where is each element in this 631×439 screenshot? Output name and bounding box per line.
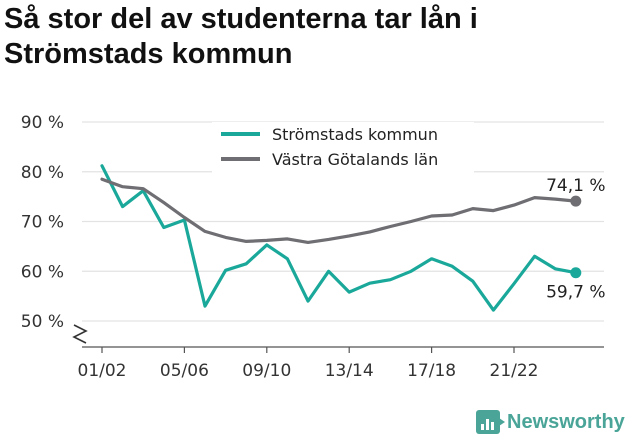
x-tick-label: 21/22 — [490, 361, 539, 381]
x-tick-label: 05/06 — [160, 361, 209, 381]
series-lines: 59,7 % 74,1 % — [100, 164, 606, 312]
y-axis: 50 % 60 % 70 % 80 % 90 % — [21, 113, 88, 344]
y-tick-label: 70 % — [21, 213, 64, 233]
end-value-label: 59,7 % — [546, 283, 605, 303]
y-tick-label: 90 % — [21, 113, 64, 133]
series-end-point — [570, 267, 582, 279]
legend-label: Västra Götalands län — [272, 150, 438, 169]
legend-box — [212, 122, 474, 178]
newsworthy-logo-icon — [476, 410, 505, 434]
series-line — [100, 177, 578, 244]
y-tick-label: 80 % — [21, 163, 64, 183]
series-end-point — [570, 195, 582, 207]
legend: Strömstads kommun Västra Götalands län — [212, 122, 474, 178]
y-tick-label: 60 % — [21, 262, 64, 282]
x-tick-label: 13/14 — [325, 361, 374, 381]
series-line — [100, 164, 578, 312]
axis-break-icon — [72, 324, 88, 344]
brand-name: Newsworthy — [507, 410, 625, 433]
x-tick-label: 01/02 — [78, 361, 127, 381]
x-tick-label: 17/18 — [407, 361, 456, 381]
x-tick-label: 09/10 — [242, 361, 291, 381]
chart-title: Så stor del av studenterna tar lån i Str… — [4, 3, 478, 70]
y-tick-label: 50 % — [21, 312, 64, 332]
x-axis: 01/02 05/06 09/10 13/14 17/18 21/22 — [78, 346, 604, 381]
end-value-label: 74,1 % — [546, 176, 605, 196]
gridlines — [82, 121, 604, 322]
brand-logo: Newsworthy — [476, 408, 625, 436]
legend-label: Strömstads kommun — [272, 125, 438, 144]
